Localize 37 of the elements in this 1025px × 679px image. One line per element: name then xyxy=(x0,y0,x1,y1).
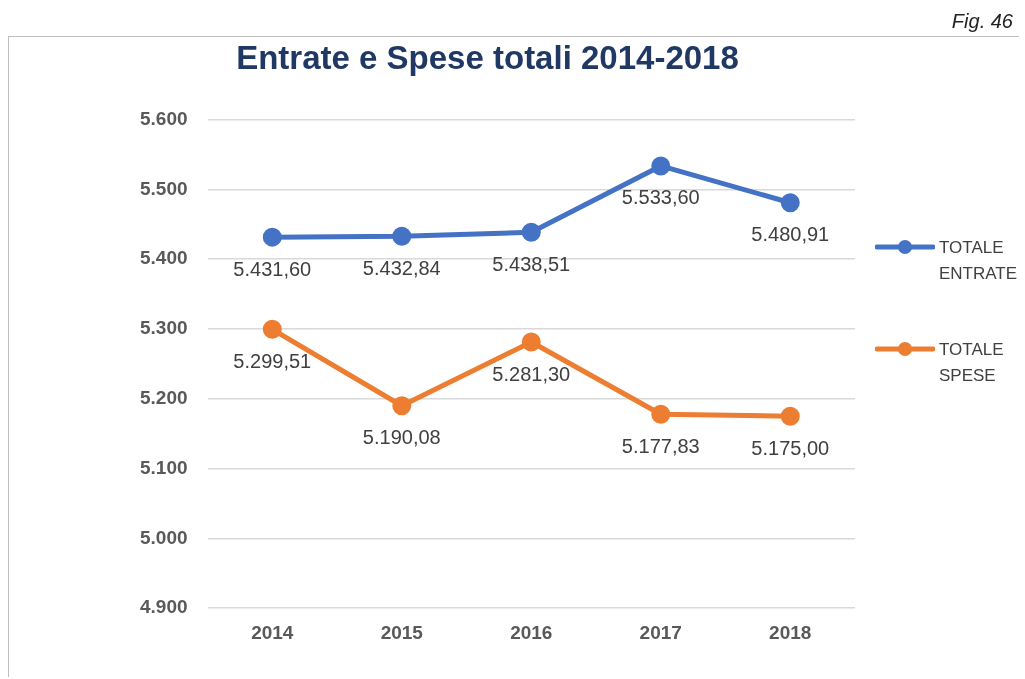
data-label: 5.431,60 xyxy=(233,257,312,280)
point xyxy=(392,226,412,246)
data-label: 5.299,51 xyxy=(233,349,312,372)
point xyxy=(651,404,671,424)
x-tick-label: 2016 xyxy=(510,621,553,643)
point xyxy=(780,406,800,426)
point xyxy=(521,332,541,352)
y-tick-label: 5.200 xyxy=(140,387,188,409)
point xyxy=(651,156,671,176)
y-tick-label: 5.500 xyxy=(140,177,188,199)
y-tick-label: 5.600 xyxy=(140,107,188,129)
point xyxy=(780,193,800,213)
legend-label: TOTALE SPESE xyxy=(939,339,1005,387)
point xyxy=(262,319,282,339)
x-tick-label: 2017 xyxy=(639,621,682,643)
data-label: 5.190,08 xyxy=(362,426,441,449)
data-label: 5.177,83 xyxy=(621,434,700,457)
chart-title: Entrate e Spese totali 2014-2018 xyxy=(236,38,739,76)
y-tick-label: 5.400 xyxy=(140,247,188,269)
point xyxy=(521,222,541,242)
y-tick-label: 5.000 xyxy=(140,526,188,548)
x-tick-label: 2018 xyxy=(769,621,812,643)
y-tick-label: 5.300 xyxy=(140,317,188,339)
data-label: 5.533,60 xyxy=(621,186,700,209)
data-label: 5.175,00 xyxy=(751,436,830,459)
caption: Fig. 46 xyxy=(951,10,1013,33)
data-label: 5.480,91 xyxy=(751,223,830,246)
point xyxy=(262,227,282,247)
data-label: 5.432,84 xyxy=(362,256,441,279)
x-tick-label: 2014 xyxy=(251,621,294,643)
data-label: 5.438,51 xyxy=(492,252,571,275)
y-tick-label: 5.100 xyxy=(140,456,188,478)
x-tick-label: 2015 xyxy=(380,621,424,643)
legend-label: TOTALE ENTRATE xyxy=(939,237,1019,285)
point xyxy=(392,396,412,416)
y-tick-label: 4.900 xyxy=(140,596,188,618)
data-label: 5.281,30 xyxy=(492,362,571,385)
